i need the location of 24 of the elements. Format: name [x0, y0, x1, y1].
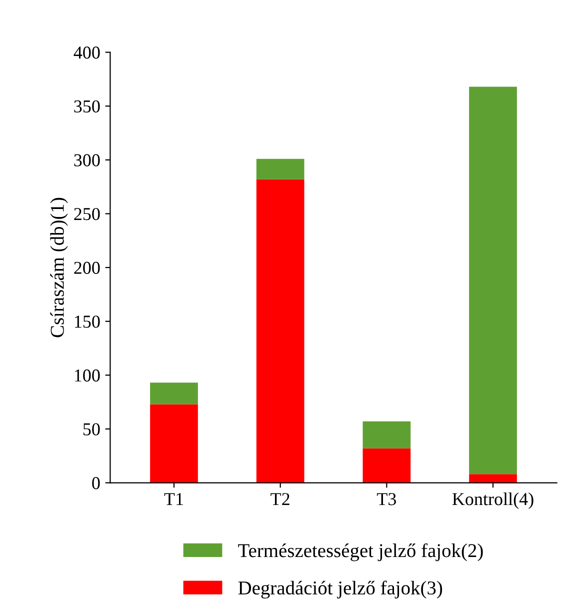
bar [150, 382, 198, 404]
y-axis-title: Csíraszám (db)(1) [50, 198, 68, 338]
bar [362, 448, 411, 483]
x-tick-label: T3 [376, 493, 396, 506]
legend-label: Természetességet jelző fajok(2) [238, 543, 483, 562]
x-tick-label: Kontroll(4) [452, 492, 534, 509]
y-tick-label: 100 [74, 369, 100, 382]
bar [469, 86, 517, 474]
bar [256, 179, 304, 483]
bar [150, 404, 198, 483]
y-tick-label: 200 [74, 262, 100, 274]
bar [362, 421, 411, 448]
bar [469, 474, 517, 483]
y-tick-label: 150 [74, 316, 100, 328]
y-tick-label: 400 [74, 46, 100, 59]
bar [256, 158, 304, 180]
y-tick-label: 350 [74, 100, 100, 113]
legend-label: Degradációt jelző fajok(3) [238, 580, 442, 599]
y-tick-label: 300 [74, 154, 100, 166]
y-tick-label: 0 [92, 477, 100, 490]
x-tick-label: T2 [270, 493, 290, 506]
y-tick-label: 50 [83, 423, 100, 436]
x-tick-label: T1 [164, 493, 183, 506]
y-tick-label: 250 [74, 208, 100, 220]
